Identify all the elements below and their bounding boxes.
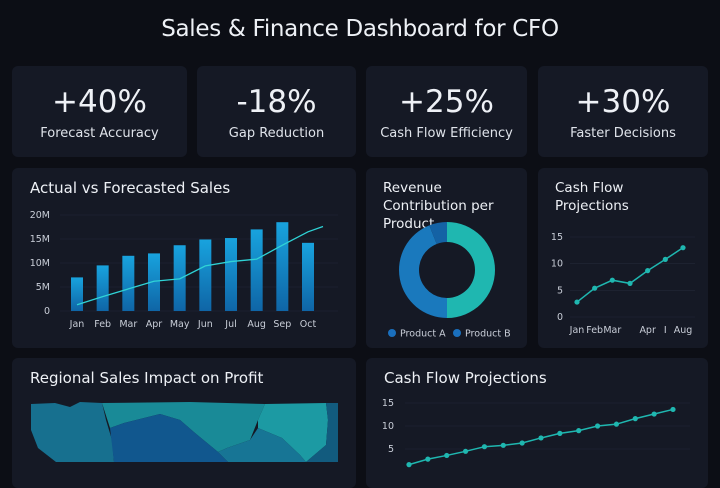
bar (148, 253, 160, 311)
y-tick-label: 10 (382, 421, 394, 432)
data-point (576, 428, 582, 434)
x-tick-label: Aug (674, 325, 693, 336)
bar (250, 229, 263, 311)
data-point (425, 456, 431, 462)
y-tick-label: 0 (44, 306, 50, 317)
x-tick-label: Mar (603, 325, 621, 336)
data-point (538, 435, 544, 441)
data-point (406, 462, 412, 468)
regional-map[interactable] (31, 402, 338, 462)
kpi-label: Cash Flow Efficiency (380, 126, 513, 141)
region (258, 403, 328, 462)
data-point (609, 277, 615, 283)
legend-label: Product B (465, 329, 511, 340)
data-point (645, 268, 651, 274)
legend-label: Product A (400, 329, 446, 340)
bar (199, 239, 212, 311)
region (102, 402, 265, 452)
y-tick-label: 5 (388, 444, 394, 455)
x-tick-label: Jul (224, 319, 236, 330)
data-point (500, 442, 506, 448)
cashflow-wide-card: Cash Flow Projections (366, 358, 708, 488)
data-point (632, 416, 638, 422)
forecast-line (76, 225, 324, 306)
bar (96, 265, 109, 311)
x-tick-label: Oct (300, 319, 317, 330)
data-point (670, 406, 676, 413)
kpi-value: +30% (575, 84, 671, 120)
cashflow-small-card: Cash Flow Projections (538, 168, 708, 348)
x-tick-label: Feb (94, 319, 111, 330)
y-tick-label: 20M (30, 210, 50, 221)
kpi-value: +40% (52, 84, 147, 120)
chart-title: Regional Sales Impact on Profit (30, 369, 264, 387)
y-tick-label: 5M (36, 282, 50, 293)
y-tick-label: 15M (30, 234, 50, 245)
kpi-card: +25% Cash Flow Efficiency (366, 66, 527, 157)
data-point (613, 421, 620, 427)
kpi-card: -18% Gap Reduction (197, 66, 356, 157)
cashflow-line (576, 247, 684, 303)
x-tick-label: Feb (586, 325, 603, 336)
bar (302, 242, 314, 311)
region (31, 402, 114, 462)
x-tick-label: Aug (247, 319, 266, 330)
kpi-card: +30% Faster Decisions (538, 66, 708, 157)
x-tick-label: Mar (119, 319, 137, 330)
revenue-donut-card: Revenue Contribution per Product (366, 168, 527, 348)
data-point (519, 440, 525, 446)
data-point (481, 444, 488, 450)
bar (225, 238, 237, 311)
y-tick-label: 10M (30, 258, 50, 269)
y-tick-label: 5 (557, 285, 563, 296)
legend-dot (453, 329, 461, 337)
data-point (651, 411, 657, 417)
donut-slice (429, 222, 447, 244)
x-tick-label: Apr (639, 325, 656, 336)
x-tick-label: Jan (569, 325, 585, 336)
bar (122, 255, 135, 311)
bar (71, 277, 83, 311)
kpi-label: Gap Reduction (228, 126, 325, 141)
region (218, 428, 306, 462)
y-tick-label: 15 (382, 398, 394, 409)
data-point (574, 299, 580, 305)
legend-dot (388, 329, 396, 337)
y-tick-label: 15 (551, 232, 563, 243)
x-tick-label: Apr (146, 319, 163, 330)
x-tick-label: Jan (69, 319, 85, 330)
bar (276, 222, 289, 311)
data-point (594, 423, 601, 429)
chart-title: Revenue Contribution per Product (383, 180, 494, 232)
y-tick-label: 0 (557, 312, 563, 323)
page-title: Sales & Finance Dashboard for CFO (161, 16, 559, 42)
chart-title: Actual vs Forecasted Sales (30, 179, 231, 197)
chart-title: Cash Flow Projections (384, 369, 547, 387)
kpi-label: Faster Decisions (570, 126, 676, 141)
kpi-value: -18% (236, 84, 317, 120)
kpi-card: +40% Forecast Accuracy (12, 66, 187, 157)
kpi-value: +25% (399, 84, 494, 120)
region (306, 403, 338, 462)
region (110, 414, 228, 462)
x-tick-label: May (170, 319, 190, 330)
data-point (557, 430, 563, 436)
donut-slice (399, 225, 447, 318)
donut-slice (447, 222, 495, 318)
y-tick-label: 10 (551, 259, 563, 270)
data-point (444, 452, 450, 459)
x-tick-label: I (664, 325, 667, 336)
data-point (592, 285, 598, 291)
kpi-label: Forecast Accuracy (40, 126, 159, 141)
chart-title: Cash Flow Projections (555, 180, 629, 214)
data-point (627, 280, 633, 286)
data-point (462, 448, 469, 454)
x-tick-label: Jun (197, 319, 213, 330)
x-tick-label: Sep (273, 319, 291, 330)
data-point (680, 245, 686, 251)
data-point (662, 256, 668, 262)
